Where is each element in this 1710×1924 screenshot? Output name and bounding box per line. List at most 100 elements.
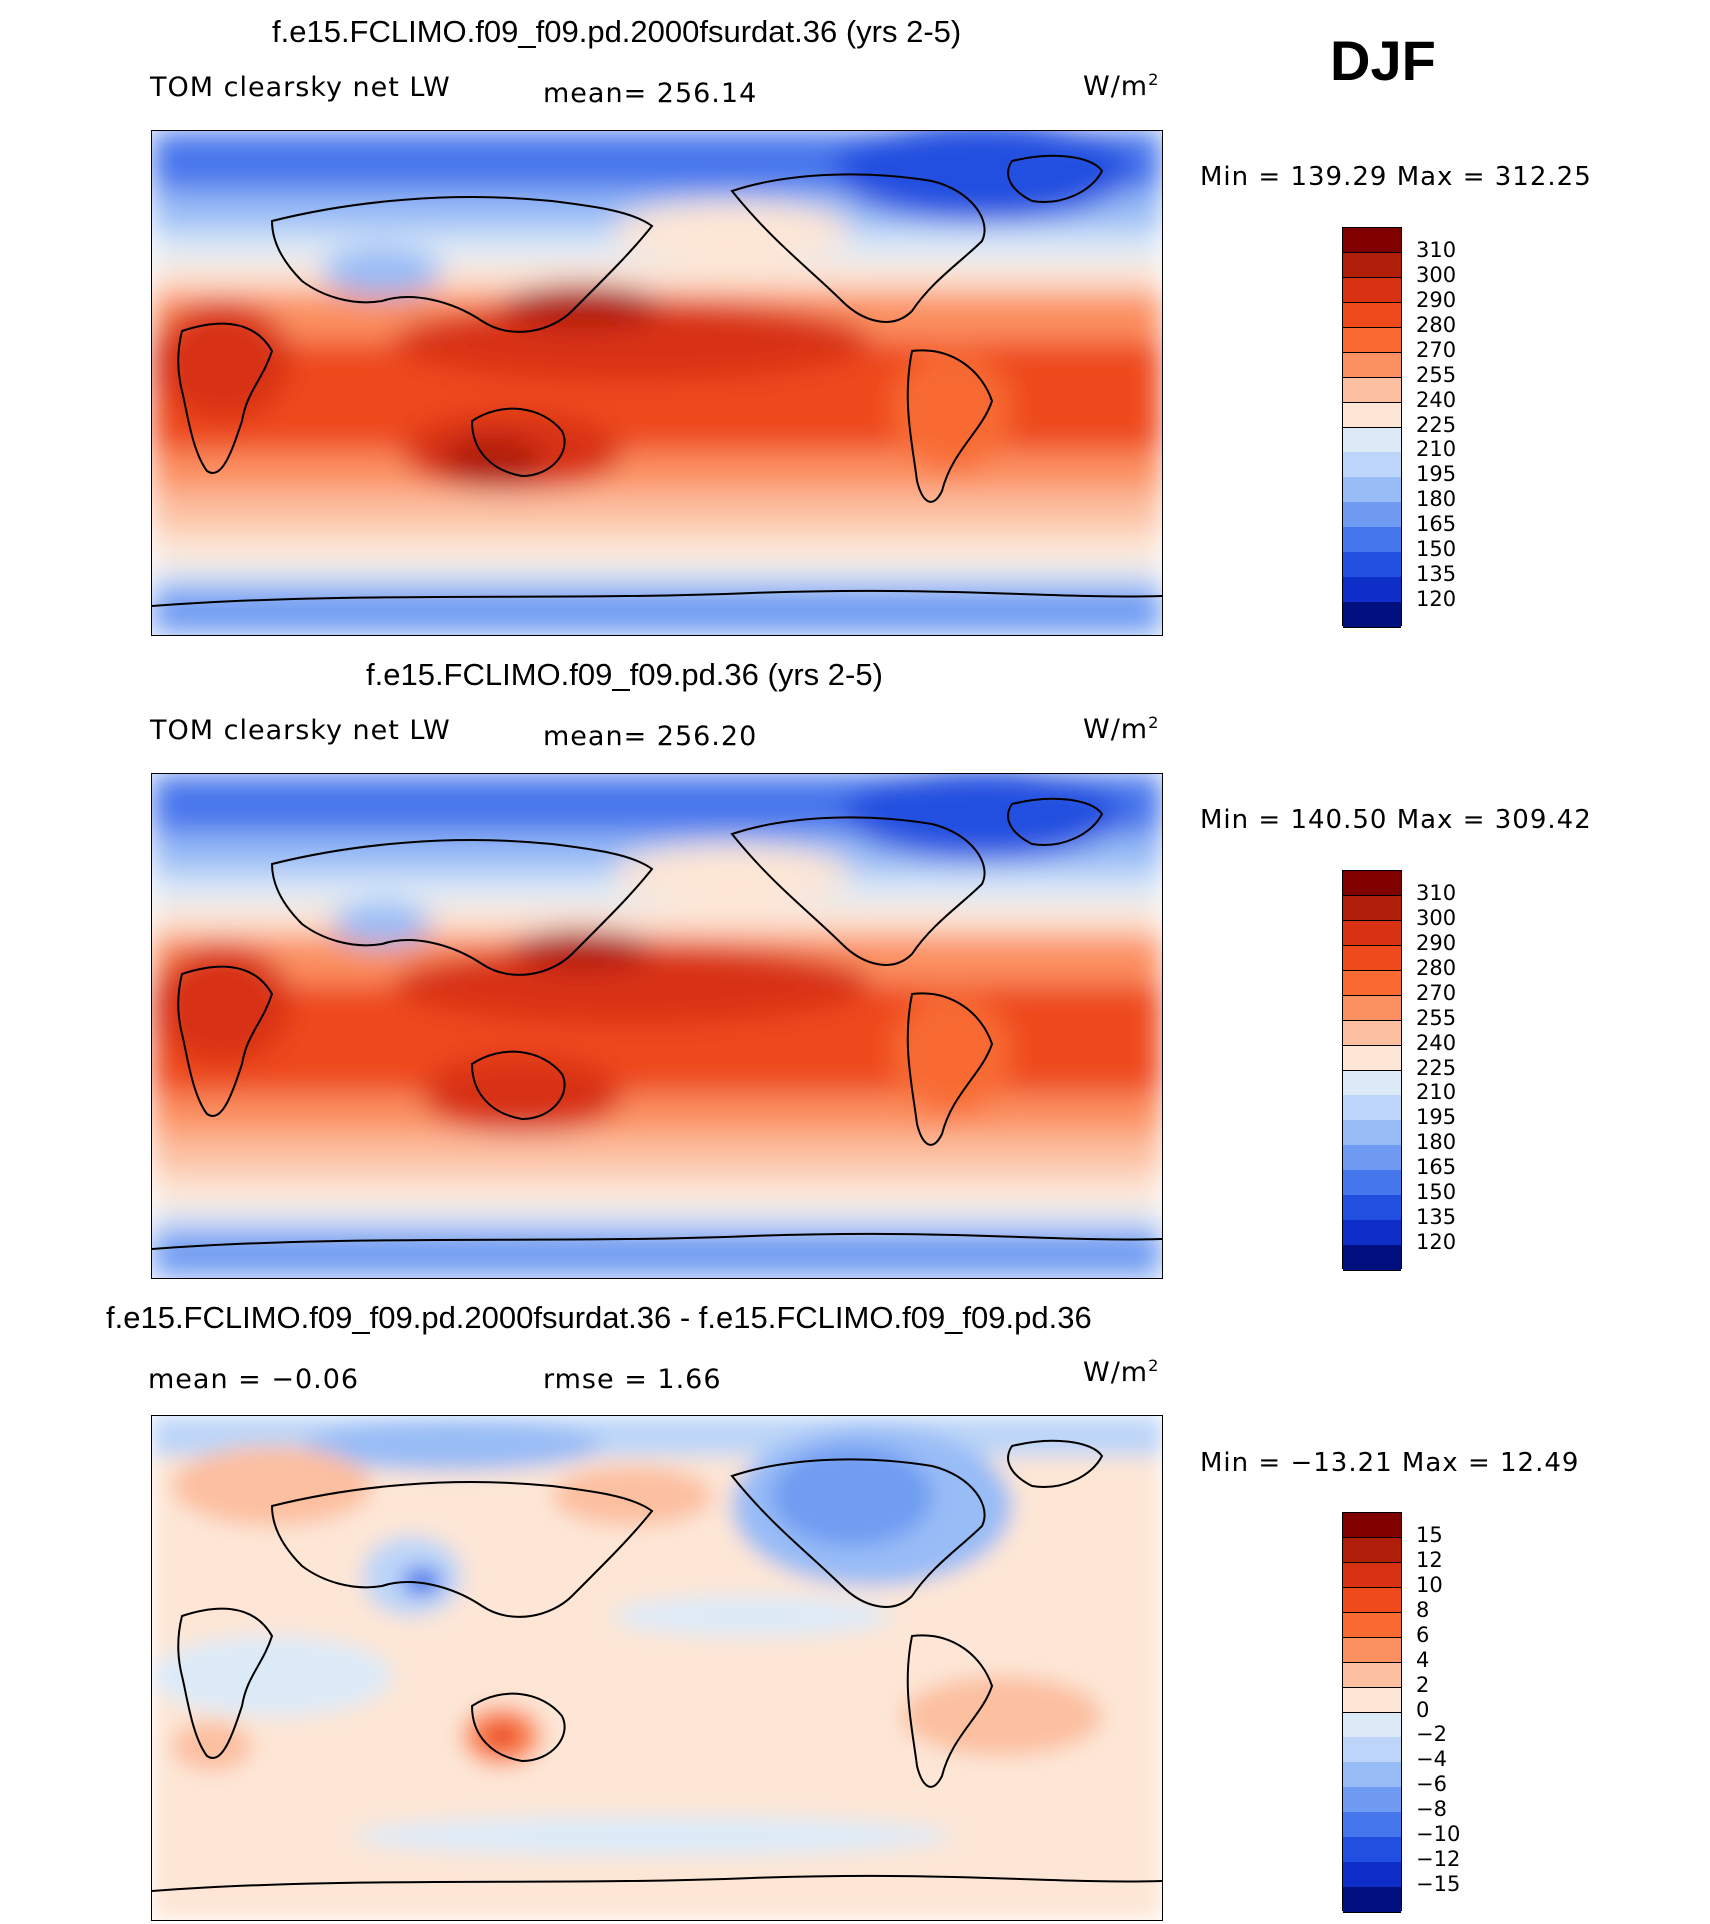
- panel2-colorbar: 310 300 290 280 270 255 240 225 210 195 180 165 150 1…: [1342, 870, 1456, 1271]
- coast-south-america: [906, 992, 994, 1146]
- colorbar-label: 310: [1416, 237, 1457, 262]
- colorbar-box: [1343, 1687, 1401, 1713]
- colorbar-box: [1343, 1120, 1401, 1146]
- colorbar-label: −8: [1416, 1797, 1447, 1822]
- colorbar-box: [1343, 1612, 1401, 1639]
- colorbar-box: [1343, 1513, 1401, 1539]
- panel3-colorbar-boxes: [1342, 1512, 1402, 1913]
- colorbar-label: 270: [1416, 980, 1457, 1005]
- colorbar-label: 135: [1416, 562, 1457, 587]
- coast-antarctica: [152, 1232, 1162, 1250]
- colorbar-label: −10: [1416, 1822, 1461, 1847]
- colorbar-label: 195: [1416, 462, 1457, 487]
- colorbar-label: 280: [1416, 312, 1457, 337]
- colorbar-box: [1343, 1837, 1401, 1863]
- colorbar-box: [1343, 1587, 1401, 1614]
- colorbar-box: [1343, 1220, 1401, 1246]
- colorbar-label: 290: [1416, 930, 1457, 955]
- colorbar-label: 290: [1416, 287, 1457, 312]
- colorbar-box: [1343, 945, 1401, 972]
- coast-antarctica: [152, 1874, 1162, 1892]
- panel3-colorbar: 15 12 10 8 6 4 2 0 −2 −4 −6 −8 −10 −12 −15: [1342, 1512, 1460, 1913]
- panel3-map: [151, 1415, 1163, 1921]
- panel1-variable: TOM clearsky net LW: [150, 72, 451, 103]
- coast-antarctica: [152, 589, 1162, 607]
- panel3-minmax: Min = −13.21 Max = 12.49: [1200, 1448, 1580, 1478]
- panel3-units: W/m2: [1083, 1356, 1160, 1388]
- coast-africa: [177, 1607, 274, 1759]
- coast-australia: [470, 407, 566, 478]
- panel2-minmax: Min = 140.50 Max = 309.42: [1200, 805, 1592, 835]
- colorbar-label: 280: [1416, 955, 1457, 980]
- panel2-map: [151, 773, 1163, 1279]
- panel1-title: f.e15.FCLIMO.f09_f09.pd.2000fsurdat.36 (…: [272, 14, 962, 49]
- coast-africa: [177, 965, 274, 1117]
- colorbar-label: 255: [1416, 362, 1457, 387]
- panel1-mean: mean= 256.14: [543, 78, 758, 109]
- colorbar-label: 4: [1416, 1647, 1430, 1672]
- colorbar-box: [1343, 402, 1401, 428]
- colorbar-label: 210: [1416, 437, 1457, 462]
- colorbar-label: 225: [1416, 412, 1457, 437]
- panel2-mean: mean= 256.20: [543, 721, 758, 752]
- colorbar-label: 12: [1416, 1547, 1443, 1572]
- coast-australia: [470, 1692, 566, 1763]
- colorbar-box: [1343, 1762, 1401, 1788]
- colorbar-label: −15: [1416, 1872, 1461, 1897]
- colorbar-label: 240: [1416, 387, 1457, 412]
- colorbar-box: [1343, 970, 1401, 997]
- colorbar-box: [1343, 1245, 1401, 1271]
- colorbar-box: [1343, 1537, 1401, 1564]
- colorbar-label: 165: [1416, 1155, 1457, 1180]
- colorbar-box: [1343, 1662, 1401, 1689]
- coast-greenland: [1007, 154, 1104, 203]
- colorbar-box: [1343, 1637, 1401, 1664]
- colorbar-label: 240: [1416, 1030, 1457, 1055]
- colorbar-box: [1343, 452, 1401, 478]
- colorbar-label: 10: [1416, 1572, 1443, 1597]
- colorbar-box: [1343, 871, 1401, 897]
- coast-greenland: [1007, 1439, 1104, 1488]
- colorbar-label: 310: [1416, 880, 1457, 905]
- colorbar-box: [1343, 477, 1401, 503]
- colorbar-label: 255: [1416, 1005, 1457, 1030]
- colorbar-label: 120: [1416, 1230, 1457, 1255]
- panel2-units: W/m2: [1083, 713, 1160, 745]
- colorbar-label: −4: [1416, 1747, 1447, 1772]
- panel1-colorbar-boxes: [1342, 227, 1402, 628]
- colorbar-box: [1343, 327, 1401, 354]
- panel2-colorbar-boxes: [1342, 870, 1402, 1271]
- colorbar-box: [1343, 1145, 1401, 1171]
- colorbar-label: 135: [1416, 1205, 1457, 1230]
- colorbar-box: [1343, 352, 1401, 379]
- colorbar-label: 225: [1416, 1055, 1457, 1080]
- colorbar-label: 210: [1416, 1080, 1457, 1105]
- colorbar-box: [1343, 427, 1401, 453]
- colorbar-label: −2: [1416, 1722, 1447, 1747]
- colorbar-box: [1343, 1812, 1401, 1838]
- coast-asia: [270, 839, 654, 976]
- coast-south-america: [906, 1634, 994, 1788]
- colorbar-label: 8: [1416, 1597, 1430, 1622]
- colorbar-label: 120: [1416, 587, 1457, 612]
- coast-australia: [470, 1050, 566, 1121]
- coast-south-america: [906, 349, 994, 503]
- colorbar-label: 270: [1416, 337, 1457, 362]
- colorbar-box: [1343, 1737, 1401, 1763]
- colorbar-label: 150: [1416, 1180, 1457, 1205]
- colorbar-box: [1343, 602, 1401, 628]
- colorbar-box: [1343, 1787, 1401, 1813]
- colorbar-box: [1343, 552, 1401, 578]
- colorbar-label: 150: [1416, 537, 1457, 562]
- colorbar-box: [1343, 995, 1401, 1022]
- panel2-variable: TOM clearsky net LW: [150, 715, 451, 746]
- coast-greenland: [1007, 797, 1104, 846]
- colorbar-box: [1343, 1712, 1401, 1738]
- colorbar-box: [1343, 252, 1401, 279]
- colorbar-label: 165: [1416, 512, 1457, 537]
- colorbar-label: 180: [1416, 487, 1457, 512]
- colorbar-box: [1343, 1095, 1401, 1121]
- colorbar-box: [1343, 1887, 1401, 1913]
- colorbar-box: [1343, 1562, 1401, 1589]
- colorbar-box: [1343, 1862, 1401, 1888]
